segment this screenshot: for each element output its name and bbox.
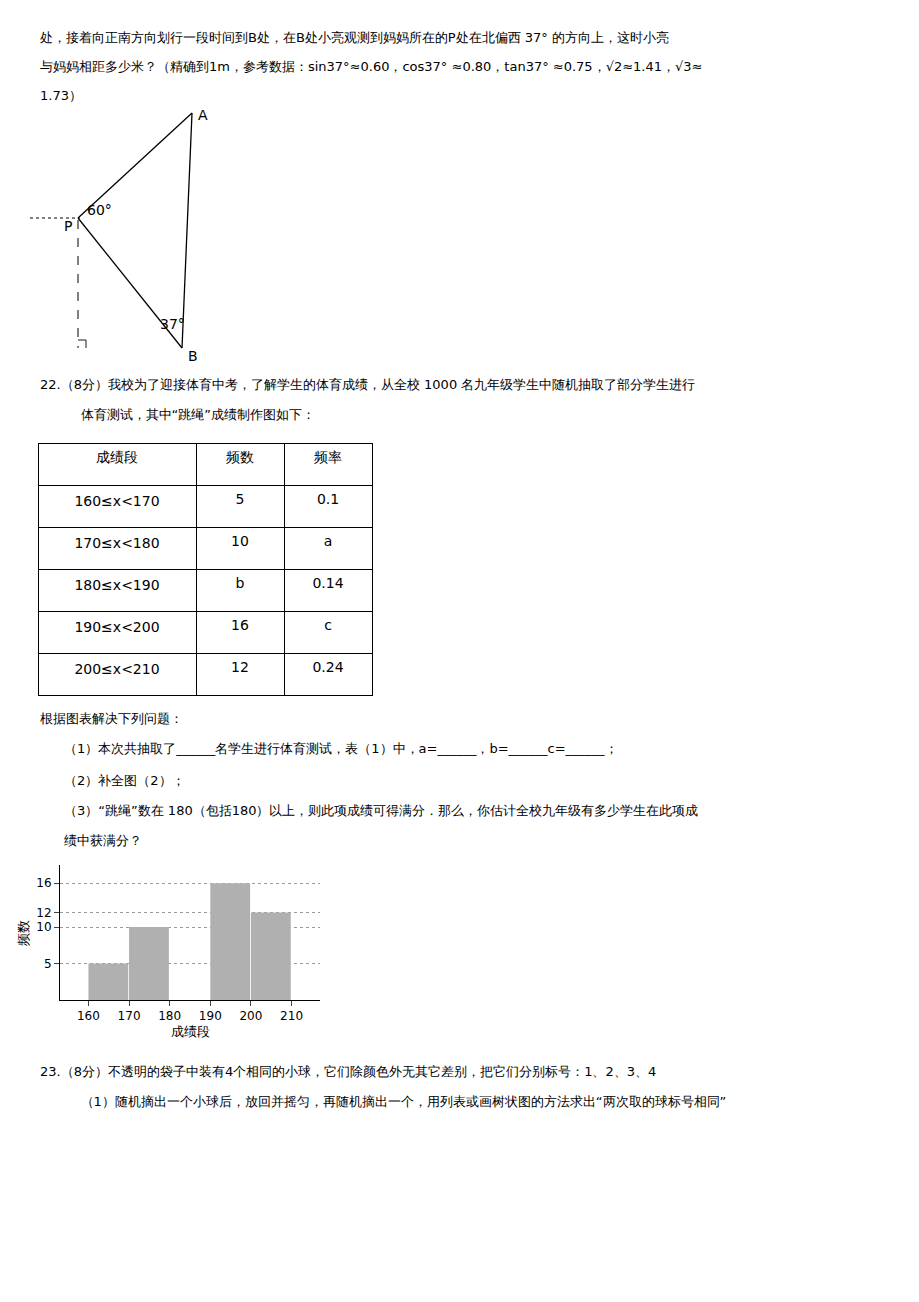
svg-text:210: 210: [280, 1009, 303, 1023]
svg-text:160: 160: [77, 1009, 100, 1023]
svg-text:A: A: [198, 107, 208, 123]
svg-text:16: 16: [231, 617, 249, 633]
svg-text:60°: 60°: [87, 202, 112, 218]
svg-text:与妈妈相距多少米？（精确到1m，参考数据：sin37°≈0.: 与妈妈相距多少米？（精确到1m，参考数据：sin37°≈0.60，cos37° …: [40, 59, 702, 74]
svg-text:处，接着向正南方向划行一段时间到B处，在B处小亮观测到妈妈所: 处，接着向正南方向划行一段时间到B处，在B处小亮观测到妈妈所在的P处在北偏西 3…: [40, 30, 669, 45]
svg-text:160≤x<170: 160≤x<170: [74, 493, 159, 509]
svg-text:B: B: [188, 348, 198, 364]
svg-text:（3）“跳绳”数在 180（包括180）以上，则此项成绩可得: （3）“跳绳”数在 180（包括180）以上，则此项成绩可得满分．那么，你估计全…: [64, 803, 699, 818]
svg-text:37°: 37°: [160, 316, 185, 332]
svg-text:190: 190: [199, 1009, 222, 1023]
svg-text:频数: 频数: [16, 920, 31, 946]
svg-text:170≤x<180: 170≤x<180: [74, 535, 159, 551]
svg-text:12: 12: [231, 659, 249, 675]
svg-text:180≤x<190: 180≤x<190: [74, 577, 159, 593]
svg-text:23.（8分）不透明的袋子中装有4个相同的小球，它们除颜色外: 23.（8分）不透明的袋子中装有4个相同的小球，它们除颜色外无其它差别，把它们分…: [40, 1064, 656, 1079]
svg-text:22.（8分）我校为了迎接体育中考，了解学生的体育成绩，从全: 22.（8分）我校为了迎接体育中考，了解学生的体育成绩，从全校 1000 名九年…: [40, 377, 695, 392]
svg-text:根据图表解决下列问题：: 根据图表解决下列问题：: [40, 711, 183, 726]
svg-text:16: 16: [36, 876, 51, 890]
svg-text:成绩段: 成绩段: [96, 449, 138, 465]
svg-text:200: 200: [239, 1009, 262, 1023]
svg-text:180: 180: [158, 1009, 181, 1023]
svg-text:绩中获满分？: 绩中获满分？: [64, 833, 142, 848]
svg-text:170: 170: [118, 1009, 141, 1023]
svg-text:1.73）: 1.73）: [40, 88, 82, 103]
svg-text:200≤x<210: 200≤x<210: [74, 661, 159, 677]
svg-text:P: P: [64, 218, 72, 234]
svg-text:190≤x<200: 190≤x<200: [74, 619, 159, 635]
svg-text:成绩段: 成绩段: [171, 1024, 210, 1039]
svg-text:b: b: [236, 575, 245, 591]
svg-text:5: 5: [44, 957, 52, 971]
svg-text:频数: 频数: [226, 449, 254, 465]
svg-text:频率: 频率: [314, 449, 342, 465]
svg-text:（1）随机摘出一个小球后，放回并摇匀，再随机摘出一个，用列表: （1）随机摘出一个小球后，放回并摇匀，再随机摘出一个，用列表或画树状图的方法求出…: [64, 1094, 726, 1109]
svg-text:5: 5: [236, 491, 245, 507]
svg-text:10: 10: [36, 920, 51, 934]
svg-text:a: a: [324, 533, 333, 549]
svg-text:0.1: 0.1: [317, 491, 339, 507]
svg-text:体育测试，其中“跳绳”成绩制作图如下：: 体育测试，其中“跳绳”成绩制作图如下：: [64, 407, 315, 422]
svg-text:10: 10: [231, 533, 249, 549]
svg-text:（1）本次共抽取了______名学生进行体育测试，表（1）中: （1）本次共抽取了______名学生进行体育测试，表（1）中，a=______，…: [64, 741, 618, 756]
svg-text:0.24: 0.24: [312, 659, 343, 675]
svg-text:0.14: 0.14: [312, 575, 343, 591]
svg-text:12: 12: [36, 906, 51, 920]
svg-text:（2）补全图（2）；: （2）补全图（2）；: [64, 773, 185, 788]
svg-text:c: c: [324, 617, 332, 633]
